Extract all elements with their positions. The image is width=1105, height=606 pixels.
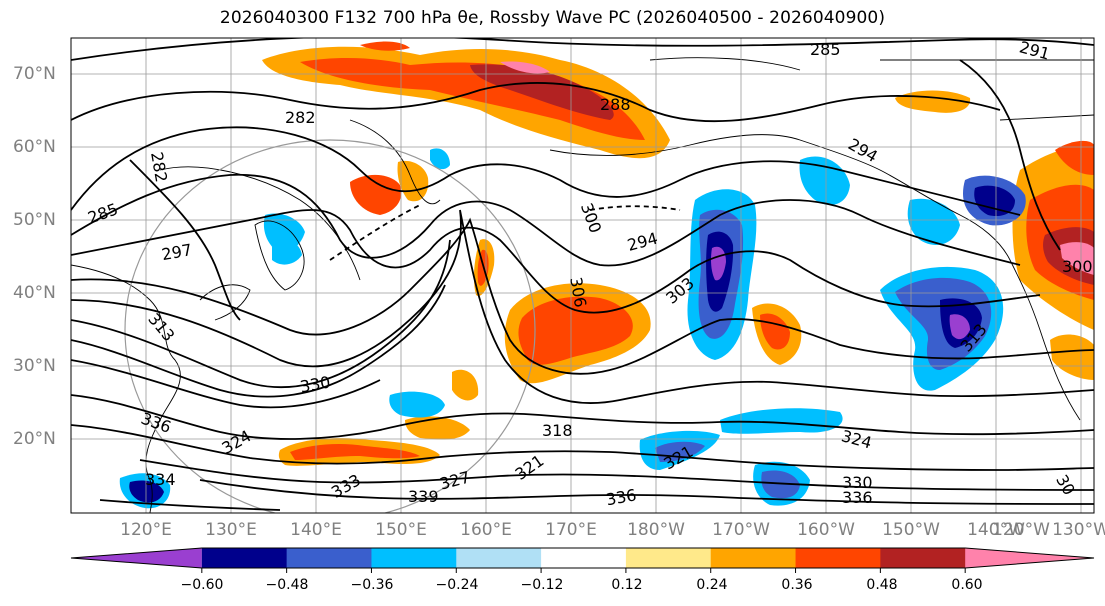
lat-label: 20°N	[13, 429, 56, 449]
colorbar-tick-label: −0.36	[350, 577, 394, 593]
colorbar-tick-label: 0.48	[866, 577, 898, 593]
colorbar-segment	[625, 548, 712, 568]
contour-label: 288	[600, 95, 631, 114]
contour-label: 334	[145, 470, 176, 489]
colorbar-tick-label: −0.24	[435, 577, 479, 593]
colorbar-segment	[795, 548, 881, 568]
contour-label: 318	[542, 421, 573, 440]
lat-label: 30°N	[13, 356, 56, 376]
reference-circle	[124, 139, 536, 513]
contour-label: 282	[285, 108, 316, 127]
map-title: 2026040300 F132 700 hPa θe, Rossby Wave …	[219, 8, 886, 28]
lon-label: 180°W	[627, 520, 685, 540]
lon-label: 150°W	[882, 520, 940, 540]
colorbar-segment	[71, 548, 202, 568]
map-frame	[70, 37, 1095, 514]
colorbar-segment	[880, 548, 966, 568]
lon-label: 120°W	[992, 520, 1050, 540]
colorbar-segments	[70, 547, 1095, 569]
lon-label: 160°W	[797, 520, 855, 540]
coastlines	[71, 57, 1094, 513]
theta-e-contours	[71, 38, 1094, 511]
lon-label: 140°W	[967, 520, 1025, 540]
colorbar-segment	[456, 548, 542, 568]
colorbar-segment	[541, 548, 627, 568]
lat-label: 70°N	[13, 64, 56, 84]
lat-label: 40°N	[13, 283, 56, 303]
colorbar-tick-label: 0.60	[951, 577, 983, 593]
lat-label: 60°N	[13, 137, 56, 157]
lat-label: 50°N	[13, 210, 56, 230]
colorbar-segment	[201, 548, 288, 568]
contour-label: 339	[408, 487, 439, 506]
colorbar-segment	[371, 548, 457, 568]
colorbar-outline	[70, 547, 1095, 569]
lon-label: 140°E	[290, 520, 342, 540]
contour-label: 330	[842, 473, 873, 492]
lon-label: 130°E	[205, 520, 257, 540]
colorbar-segment	[710, 548, 797, 568]
dashed-contours	[329, 204, 681, 261]
contour-label: 336	[842, 488, 873, 507]
colorbar-tick-label: 0.36	[781, 577, 813, 593]
colorbar-tick-label: −0.12	[520, 577, 564, 593]
colorbar-ticks	[201, 568, 966, 573]
lon-label: 150°E	[375, 520, 427, 540]
map-panel: 285 282 282 285 288 294 300 294 297 303 …	[70, 37, 1095, 514]
contour-label: 300	[1062, 257, 1093, 276]
colorbar-tick-label: 0.24	[696, 577, 728, 593]
lon-label: 170°W	[712, 520, 770, 540]
contour-label: 285	[810, 40, 841, 59]
colorbar-segment	[965, 548, 1094, 568]
colorbar-tick-label: −0.60	[180, 577, 224, 593]
colorbar-segment	[286, 548, 372, 568]
lon-label: 120°E	[120, 520, 172, 540]
lon-label: 130°W	[1052, 520, 1105, 540]
lon-label: 160°E	[460, 520, 512, 540]
colorbar-tick-label: 0.12	[611, 577, 643, 593]
colorbar-tick-label: −0.48	[265, 577, 309, 593]
lon-label: 170°E	[545, 520, 597, 540]
